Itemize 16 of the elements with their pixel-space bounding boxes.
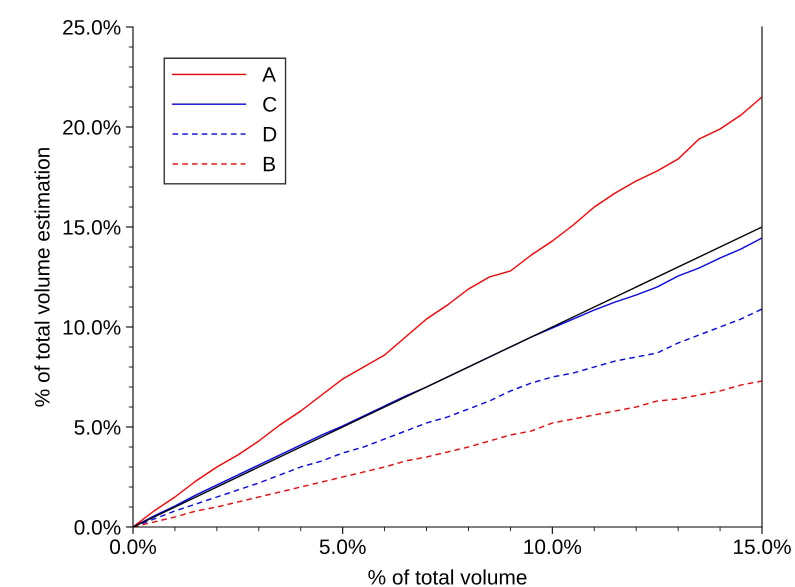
x-tick-label: 15.0% [734, 539, 791, 554]
x-tick-label: 0.0% [110, 539, 156, 554]
legend-label: C [263, 96, 276, 112]
legend-label: D [264, 127, 276, 142]
y-tick-label: 5.0% [74, 420, 120, 435]
legend-label: A [262, 67, 276, 82]
y-tick-label: 25.0% [63, 20, 120, 35]
x-axis-title: % of total volume [368, 569, 526, 585]
y-tick-label: 15.0% [64, 220, 120, 235]
y-tick-label: 10.0% [64, 320, 120, 335]
y-tick-label: 0.0% [74, 520, 120, 535]
legend-label: B [264, 156, 275, 172]
x-tick-label: 5.0% [320, 539, 366, 554]
y-axis-title: % of total volume estimation [34, 148, 50, 407]
y-tick-label: 20.0% [63, 120, 120, 135]
x-tick-label: 10.0% [524, 539, 582, 554]
